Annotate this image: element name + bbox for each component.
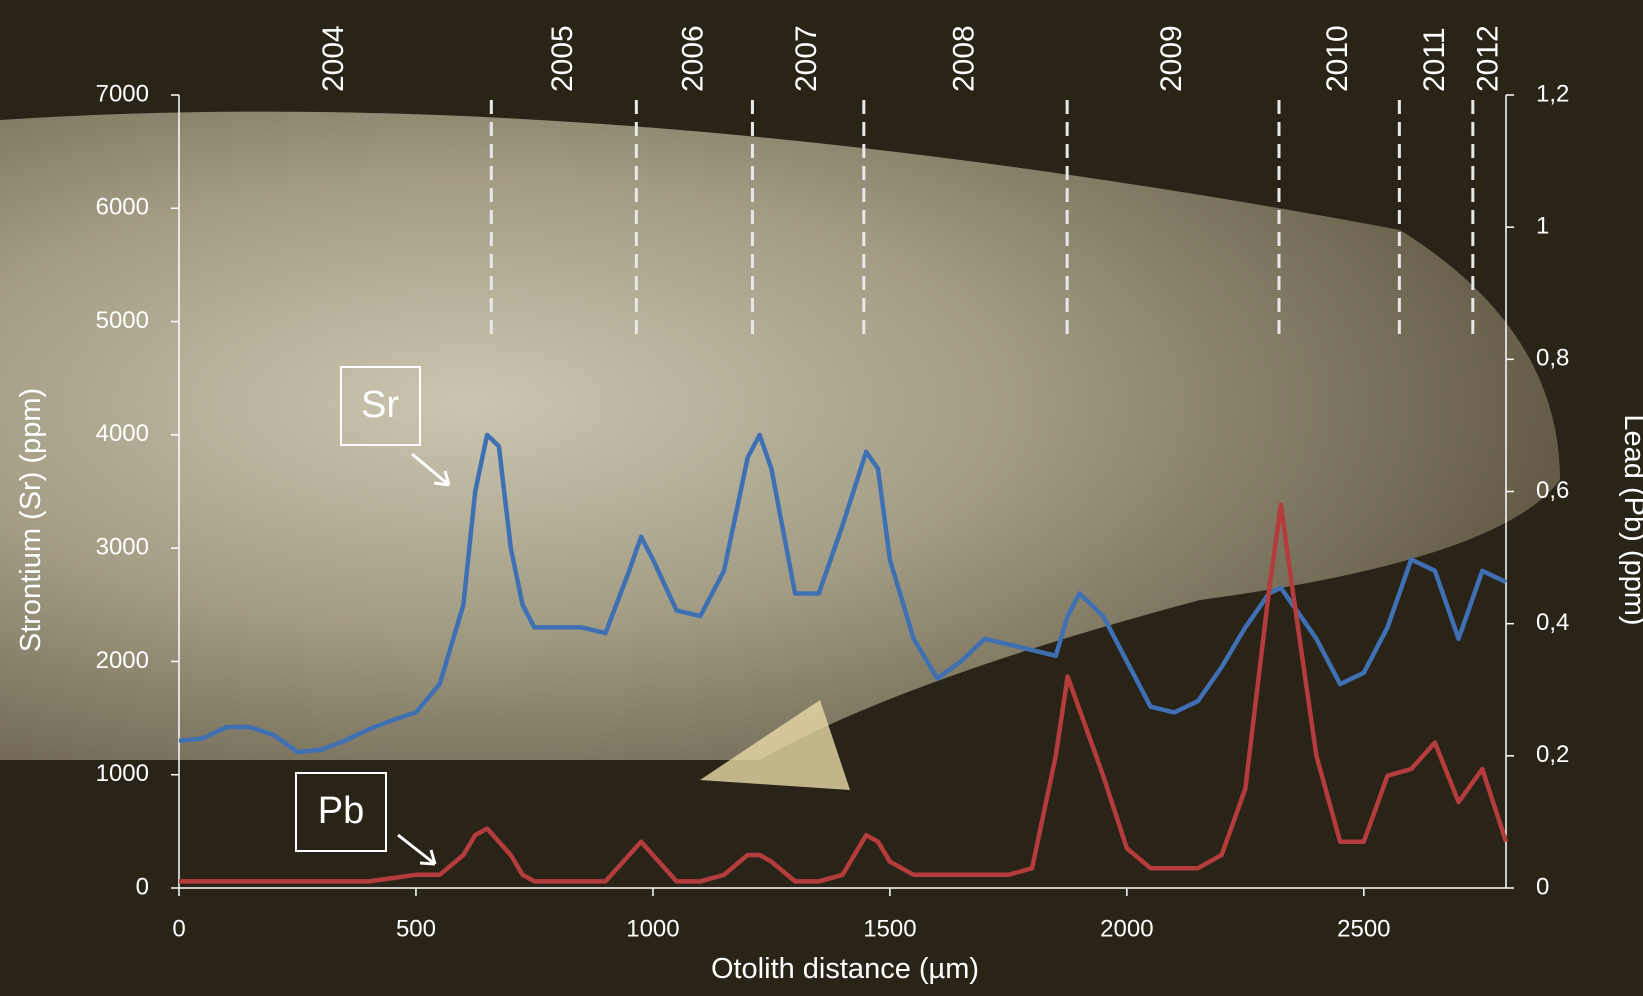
x-tick-label: 2500 bbox=[1337, 915, 1390, 942]
y2-tick-label: 1 bbox=[1536, 213, 1549, 240]
y2-tick-label: 0 bbox=[1536, 873, 1549, 900]
year-label: 2012 bbox=[1471, 25, 1504, 92]
year-label: 2004 bbox=[317, 25, 350, 92]
y2-tick-label: 0,6 bbox=[1536, 477, 1569, 504]
y-tick-label: 7000 bbox=[96, 80, 149, 107]
y2-tick-label: 1,2 bbox=[1536, 80, 1569, 107]
y2-tick-label: 0,2 bbox=[1536, 741, 1569, 768]
y-axis-label: Strontium (Sr) (ppm) bbox=[15, 388, 47, 652]
x-tick-label: 500 bbox=[396, 915, 436, 942]
annotation: Sr bbox=[361, 384, 399, 426]
year-label: 2010 bbox=[1321, 25, 1354, 92]
y-tick-label: 1000 bbox=[96, 760, 149, 787]
y2-axis-label: Lead (Pb) (ppm) bbox=[1618, 414, 1643, 625]
x-tick-label: 1000 bbox=[626, 915, 679, 942]
y-tick-label: 4000 bbox=[96, 420, 149, 447]
year-label: 2008 bbox=[947, 25, 980, 92]
y2-tick-label: 0,8 bbox=[1536, 345, 1569, 372]
year-label: 2006 bbox=[676, 25, 709, 92]
x-tick-label: 2000 bbox=[1100, 915, 1153, 942]
annotation: Pb bbox=[318, 790, 364, 832]
year-label: 2009 bbox=[1155, 25, 1188, 92]
y-tick-label: 6000 bbox=[96, 194, 149, 221]
y-tick-label: 5000 bbox=[96, 307, 149, 334]
chart: Otolith distance (µm) Strontium (Sr) (pp… bbox=[0, 0, 1643, 996]
y2-tick-label: 0,4 bbox=[1536, 609, 1569, 636]
x-tick-label: 1500 bbox=[863, 915, 916, 942]
y-tick-label: 0 bbox=[136, 873, 149, 900]
year-label: 2005 bbox=[546, 25, 579, 92]
x-axis-label: Otolith distance (µm) bbox=[711, 953, 979, 985]
year-label: 2007 bbox=[790, 25, 823, 92]
y-tick-label: 3000 bbox=[96, 533, 149, 560]
y-tick-label: 2000 bbox=[96, 647, 149, 674]
x-tick-label: 0 bbox=[172, 915, 185, 942]
year-label: 2011 bbox=[1418, 27, 1451, 92]
page: {"chart_data": { "type": "line", "xlabel… bbox=[0, 0, 1643, 996]
